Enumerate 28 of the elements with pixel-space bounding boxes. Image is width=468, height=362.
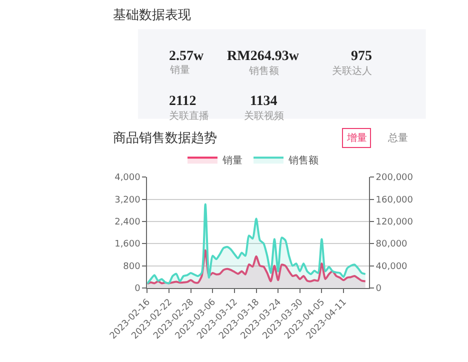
y-tick-label: 0 [134, 284, 141, 294]
text: 销量 [169, 65, 190, 76]
y2-tick-label: 40,000 [376, 262, 408, 272]
text: 总量 [387, 132, 408, 144]
chart-title: 商品销售数据趋势 [113, 131, 217, 146]
y-tick-label: 4,000 [114, 173, 141, 184]
text: RM264.93w [227, 49, 300, 64]
text: 关联达人 [332, 65, 372, 77]
y2-tick-label: 0 [376, 284, 382, 294]
text: 增量 [346, 132, 367, 144]
y2-tick-label: 80,000 [376, 240, 408, 250]
y2-tick-label: 120,000 [376, 218, 414, 228]
text: 975 [351, 49, 372, 64]
text: 2.57w [169, 49, 204, 64]
text: 2112 [169, 94, 196, 109]
y2-tick-label: 200,000 [376, 173, 414, 184]
y-tick-label: 2,400 [114, 218, 141, 228]
text: 基础数据表现 [113, 8, 191, 23]
y-tick-label: 3,200 [114, 195, 141, 206]
text: 销售额 [248, 65, 279, 77]
y-tick-label: 800 [123, 262, 141, 272]
text: 关联直播 [169, 110, 209, 122]
y2-tick-label: 160,000 [376, 195, 414, 206]
y-tick-label: 1,600 [114, 240, 141, 250]
legend-label: 销售额 [288, 154, 318, 166]
legend-label: 销量 [222, 155, 242, 166]
text: 1134 [250, 94, 278, 109]
text: 关联视频 [244, 110, 284, 122]
